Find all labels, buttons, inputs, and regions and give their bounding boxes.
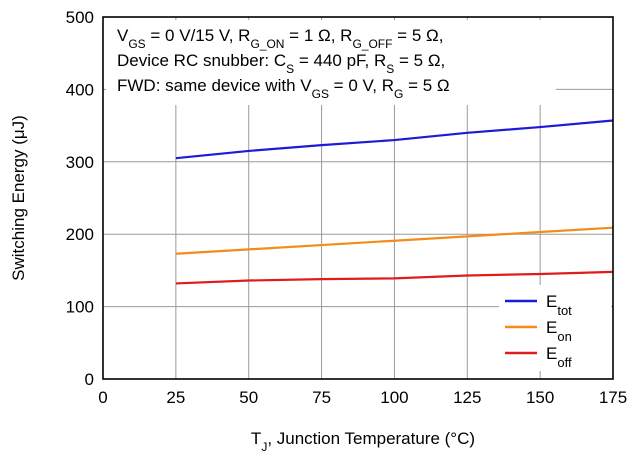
annotation-box: VGS = 0 V/15 V, RG_ON = 1 Ω, RG_OFF = 5 … bbox=[117, 26, 450, 101]
x-tick-label-6: 150 bbox=[526, 388, 554, 407]
y-tick-label-3: 300 bbox=[66, 153, 94, 172]
series-line-e-on bbox=[175, 226, 614, 255]
annotation-line-3: FWD: same device with VGS = 0 V, RG = 5 … bbox=[117, 76, 450, 101]
legend-label-1: Eon bbox=[546, 318, 572, 344]
y-tick-label-2: 200 bbox=[66, 225, 94, 244]
y-tick-label-4: 400 bbox=[66, 80, 94, 99]
x-tick-label-4: 100 bbox=[380, 388, 408, 407]
y-tick-label-1: 100 bbox=[66, 298, 94, 317]
annotation-background bbox=[106, 20, 556, 105]
y-tick-label-0: 0 bbox=[85, 370, 94, 389]
x-tick-label-0: 0 bbox=[98, 388, 107, 407]
series-line-e-off bbox=[175, 270, 614, 285]
x-tick-label-2: 50 bbox=[239, 388, 258, 407]
legend-label-2: Eoff bbox=[546, 344, 572, 370]
annotation-line-1: VGS = 0 V/15 V, RG_ON = 1 Ω, RG_OFF = 5 … bbox=[117, 26, 443, 51]
y-axis-title: Switching Energy (μJ) bbox=[9, 115, 28, 281]
legend-label-0: Etot bbox=[546, 292, 572, 318]
y-tick-label-5: 500 bbox=[66, 8, 94, 27]
series-lines bbox=[175, 119, 614, 285]
x-axis-title-text: TJ, Junction Temperature (°C) bbox=[251, 429, 475, 454]
annotation-line-2: Device RC snubber: CS = 440 pF, RS = 5 Ω… bbox=[117, 51, 445, 76]
series-line-e-tot bbox=[175, 119, 614, 160]
x-tick-label-5: 125 bbox=[453, 388, 481, 407]
plot-frame bbox=[102, 16, 614, 380]
y-tick-labels: 0 100 200 300 400 500 bbox=[66, 8, 94, 389]
x-tick-labels: 0 25 50 75 100 125 150 175 bbox=[98, 388, 627, 407]
x-tick-label-3: 75 bbox=[312, 388, 331, 407]
x-tick-label-7: 175 bbox=[599, 388, 627, 407]
x-tick-label-1: 25 bbox=[166, 388, 185, 407]
